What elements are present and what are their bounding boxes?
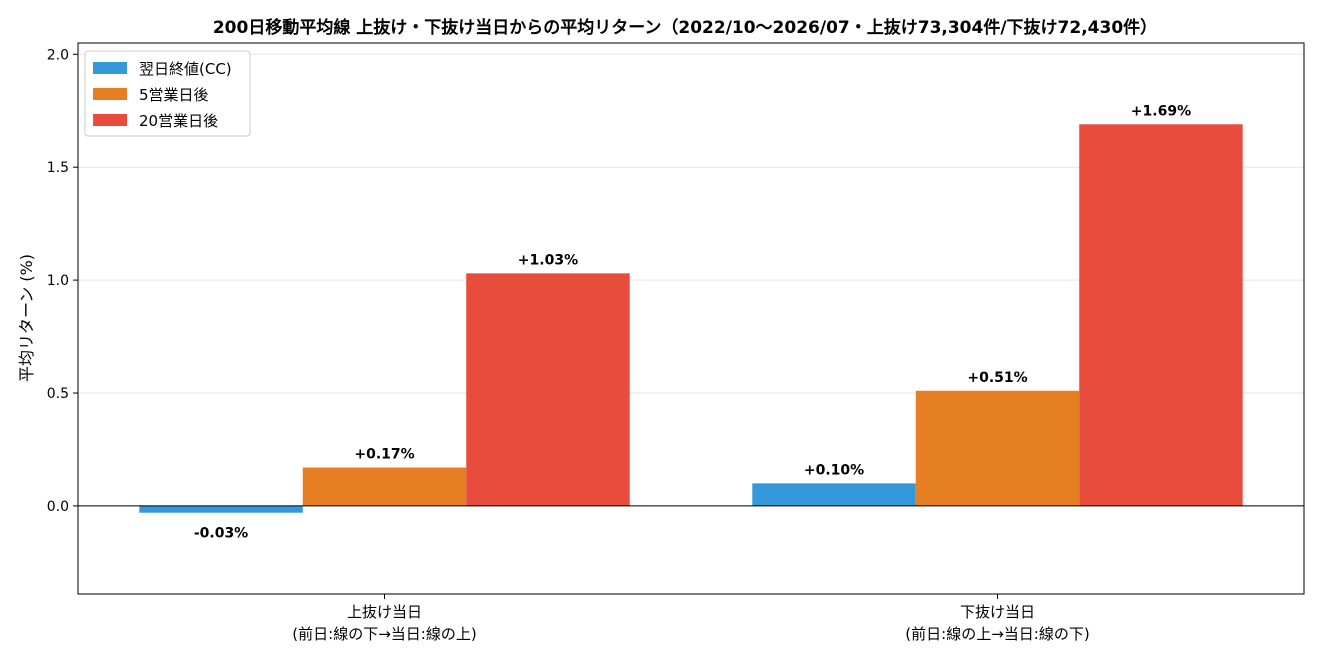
bar <box>915 390 1080 506</box>
legend-swatch <box>93 114 127 126</box>
bar-value-label: -0.03% <box>194 526 248 542</box>
legend-label: 5営業日後 <box>139 86 209 104</box>
bar <box>466 273 630 506</box>
legend-swatch <box>93 62 127 74</box>
bar-value-label: +0.10% <box>804 462 864 478</box>
y-tick-label: 1.5 <box>47 160 69 176</box>
y-tick-label: 0.5 <box>47 386 69 402</box>
bar-value-label: +0.17% <box>354 447 414 463</box>
y-tick-label: 2.0 <box>47 47 69 63</box>
data-labels: -0.03% +0.10% +0.17% +0.51% +1.03% +1.69% <box>194 103 1191 541</box>
chart-title: 200日移動平均線 上抜け・下抜け当日からの平均リターン（2022/10〜202… <box>213 17 1157 38</box>
x-category-label: (前日:線の上→当日:線の下) <box>905 625 1089 643</box>
axes: 0.0 0.5 1.0 1.5 2.0 上抜け当日 (前日:線の下→当日:線の上) 下抜け当日… <box>47 42 1305 643</box>
plot-frame <box>77 42 1305 595</box>
x-category-label: 下抜け当日 <box>960 603 1035 621</box>
y-tick-label: 0.0 <box>47 499 69 515</box>
legend-swatch <box>93 88 127 100</box>
bar-value-label: +1.69% <box>1131 103 1191 119</box>
bar-value-label: +0.51% <box>967 370 1027 386</box>
legend-label: 翌日終値(CC) <box>139 60 232 78</box>
bar <box>752 483 916 506</box>
bar-value-label: +1.03% <box>518 252 578 268</box>
legend-label: 20営業日後 <box>139 112 218 130</box>
bar <box>302 467 467 506</box>
legend: 翌日終値(CC) 5営業日後 20営業日後 <box>84 50 251 137</box>
y-axis-label: 平均リターン (%) <box>17 254 36 382</box>
y-tick-label: 1.0 <box>47 273 69 289</box>
x-category-label: (前日:線の下→当日:線の上) <box>292 625 476 643</box>
bars <box>139 124 1243 513</box>
bar <box>139 505 303 513</box>
x-category-label: 上抜け当日 <box>347 603 422 621</box>
bar <box>1079 124 1243 506</box>
